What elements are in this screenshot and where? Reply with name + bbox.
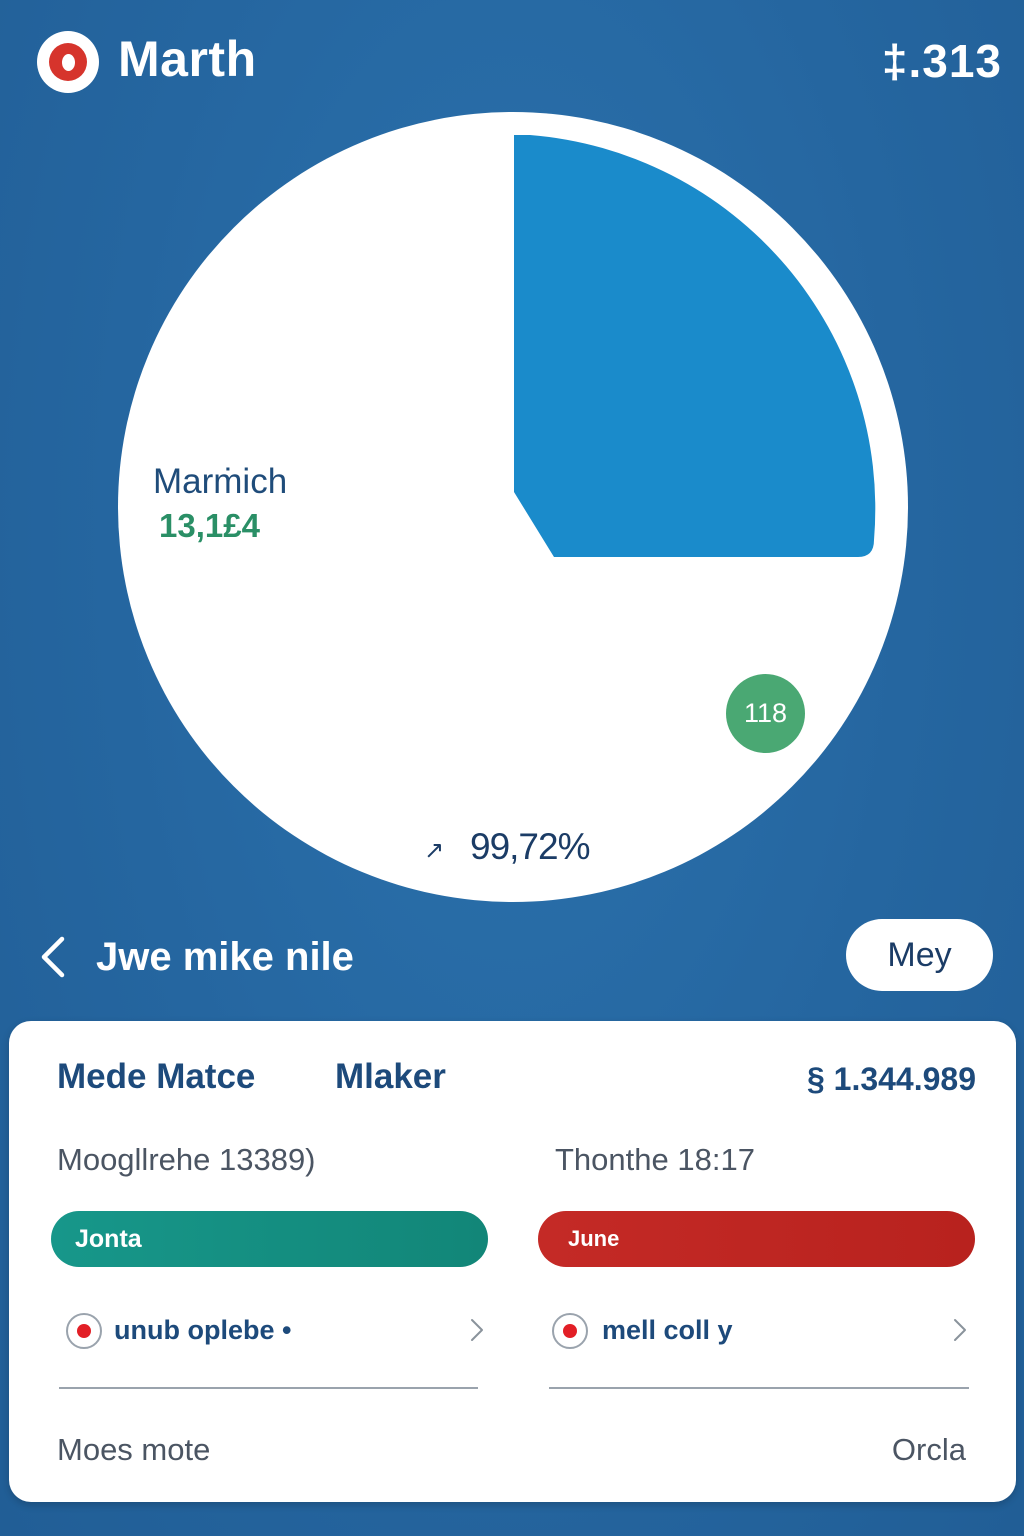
card-amount: § 1.344.989 <box>806 1061 976 1097</box>
chevron-left-icon <box>41 936 65 978</box>
category-bar-left[interactable]: Jonta <box>51 1211 488 1267</box>
summary-card: Mede Matce Mlaker § 1.344.989 Moogllrehe… <box>9 1021 1016 1502</box>
divider <box>549 1387 969 1389</box>
trend-arrow-icon: ↗ <box>424 837 445 864</box>
pie-chart: Marṁich 13,1£4 118 ↗ 99,72% <box>118 112 908 902</box>
pie-chart-svg <box>118 112 908 902</box>
footer-link-left[interactable]: Moes mote <box>57 1432 211 1467</box>
app-logo-icon <box>37 31 99 93</box>
radio-option-left[interactable] <box>66 1313 102 1349</box>
back-button[interactable] <box>34 934 70 980</box>
option-label-right[interactable]: mell coll y <box>602 1315 733 1345</box>
app-title: Marth <box>118 31 257 87</box>
card-heading-right: Mlaker <box>335 1057 446 1096</box>
card-subtext-left: Moogllrehe 13389) <box>57 1142 316 1177</box>
card-heading-left: Mede Matce <box>57 1057 256 1096</box>
footer-link-right[interactable]: Orcla <box>891 1432 966 1467</box>
header-value: ‡.313 <box>881 35 1002 87</box>
option-label-left[interactable]: unub oplebe • <box>114 1315 292 1345</box>
chevron-right-icon[interactable] <box>950 1317 970 1343</box>
count-badge[interactable]: 118 <box>726 674 805 753</box>
logo-ring <box>49 43 87 81</box>
pie-slice-highlight[interactable] <box>514 135 876 557</box>
card-subtext-right: Thonthe 18:17 <box>555 1142 755 1177</box>
percent-value: 99,72% <box>470 826 590 867</box>
pie-segment-label: Marṁich <box>153 462 288 501</box>
nav-title: Jwe mike nile <box>96 935 354 979</box>
divider <box>59 1387 478 1389</box>
month-select-button[interactable]: Mey <box>846 919 993 991</box>
logo-center <box>61 53 75 71</box>
chevron-right-icon[interactable] <box>467 1317 487 1343</box>
pie-segment-value: 13,1£4 <box>159 507 260 544</box>
radio-option-right[interactable] <box>552 1313 588 1349</box>
category-bar-right[interactable]: June <box>538 1211 975 1267</box>
